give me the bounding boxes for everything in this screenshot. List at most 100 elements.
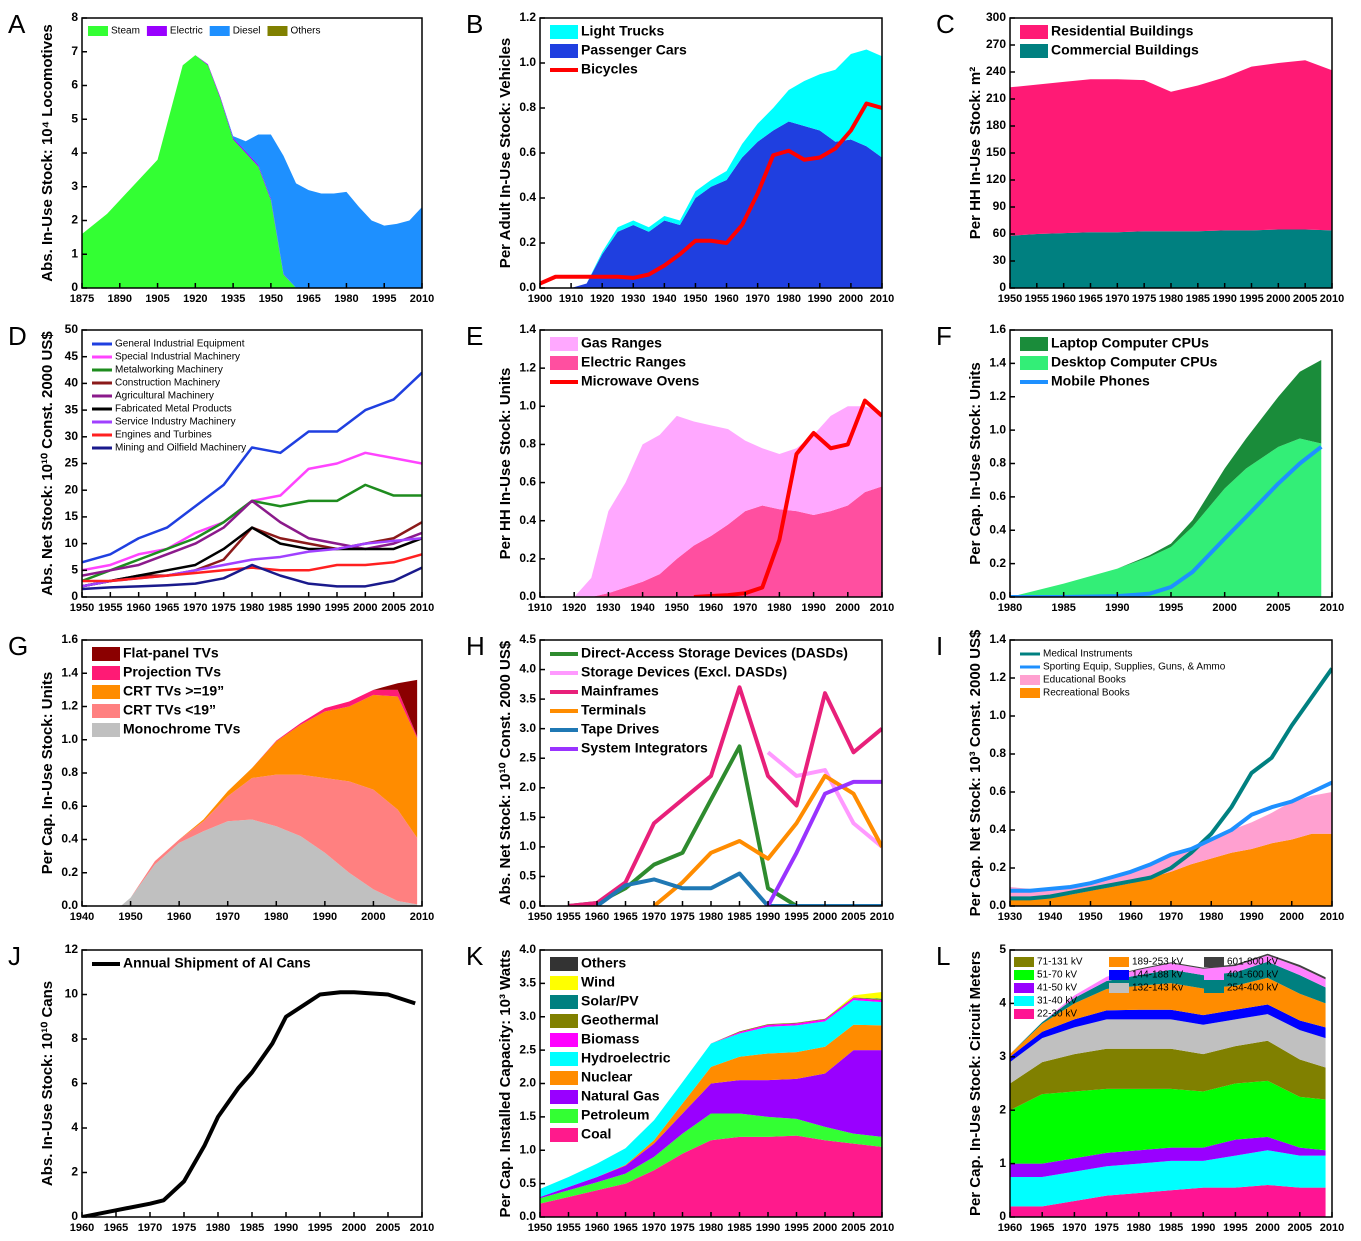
y-tick-label: 3.5 — [519, 691, 536, 705]
legend-label: CRT TVs >=19” — [123, 683, 224, 699]
legend-label: Special Industrial Machinery — [115, 352, 240, 363]
legend-swatch — [92, 666, 120, 680]
x-tick-label: 1950 — [259, 293, 283, 305]
y-tick-label: 210 — [986, 91, 1006, 105]
legend-label: Sporting Equip, Supplies, Guns, & Ammo — [1043, 662, 1226, 673]
y-tick-label: 7 — [71, 44, 78, 58]
area — [1010, 1040, 1326, 1111]
legend-label: 22-30 kV — [1037, 1009, 1077, 1020]
y-tick-label: 10 — [65, 987, 79, 1001]
x-tick-label: 1970 — [215, 911, 239, 923]
y-tick-label: 0.8 — [519, 100, 536, 114]
x-tick-label: 2000 — [813, 911, 837, 923]
x-tick-label: 2010 — [870, 911, 894, 923]
y-tick-label: 5 — [71, 111, 78, 125]
legend: Gas Ranges Electric Ranges Microwave Ovens — [550, 335, 699, 389]
panel-letter: L — [936, 941, 950, 971]
legend-swatch — [550, 44, 578, 58]
y-tick-label: 2.0 — [519, 780, 536, 794]
y-tick-label: 10 — [65, 536, 79, 550]
legend-label: Storage Devices (Excl. DASDs) — [581, 664, 787, 680]
x-tick-label: 1965 — [613, 911, 637, 923]
x-tick-label: 1995 — [1159, 602, 1183, 614]
y-tick-label: 150 — [986, 145, 1006, 159]
plot-area — [1010, 667, 1332, 906]
legend-label: Mining and Oilfield Machinery — [115, 443, 246, 454]
legend-label: General Industrial Equipment — [115, 339, 245, 350]
legend-swatch — [1014, 970, 1034, 980]
y-axis-label: Per Cap. In-Use Stock: Units — [967, 362, 984, 565]
x-tick-label: 2005 — [1266, 602, 1290, 614]
x-tick-label: 2000 — [361, 911, 385, 923]
panel-background — [82, 330, 422, 597]
legend-label: Mainframes — [581, 683, 659, 699]
legend: Annual Shipment of Al Cans — [92, 955, 311, 971]
panel-letter: G — [8, 631, 28, 661]
area — [1010, 438, 1322, 597]
y-axis-label: Per Cap. In-Use Stock: Units — [39, 672, 56, 875]
x-tick-label: 1995 — [325, 602, 349, 614]
legend-label: Others — [581, 955, 626, 971]
legend-swatch — [550, 1033, 578, 1047]
x-tick-label: 1990 — [313, 911, 337, 923]
legend-label: 51-70 kV — [1037, 970, 1077, 981]
legend-label: Geothermal — [581, 1012, 659, 1028]
x-tick-label: 1965 — [104, 1222, 128, 1234]
y-tick-label: 0.2 — [519, 551, 536, 565]
plot-area — [1010, 953, 1326, 1217]
y-tick-label: 2 — [999, 1102, 1006, 1116]
x-tick-label: 1975 — [211, 602, 235, 614]
legend-label: System Integrators — [581, 740, 708, 756]
y-tick-label: 0.2 — [61, 865, 78, 879]
x-tick-label: 2005 — [841, 911, 865, 923]
legend-swatch — [92, 723, 120, 737]
area — [82, 55, 422, 288]
legend-swatch — [550, 1128, 578, 1142]
x-tick-label: 1990 — [296, 602, 320, 614]
x-tick-label: 1920 — [590, 293, 614, 305]
x-tick-label: 2010 — [410, 911, 434, 923]
area — [1010, 1014, 1326, 1084]
x-tick-label: 2005 — [376, 1222, 400, 1234]
y-tick-label: 3.0 — [519, 721, 536, 735]
x-tick-label: 1910 — [528, 602, 552, 614]
x-tick-label: 1995 — [784, 1222, 808, 1234]
y-tick-label: 1 — [999, 1156, 1006, 1170]
line — [568, 685, 882, 906]
legend-label: Medical Instruments — [1043, 649, 1132, 660]
x-tick-label: 1965 — [613, 1222, 637, 1234]
x-tick-label: 1980 — [264, 911, 288, 923]
y-tick-label: 1.5 — [519, 810, 536, 824]
legend-label: Agricultural Machinery — [115, 391, 214, 402]
x-tick-label: 2000 — [836, 602, 860, 614]
area — [1010, 955, 1326, 1055]
legend-label: Monochrome TVs — [123, 721, 241, 737]
x-tick-label: 2010 — [870, 1222, 894, 1234]
x-tick-label: 1990 — [756, 911, 780, 923]
panel: 0.0 0.2 0.4 0.6 0.8 1.0 1.2 1.4 1.6 1940 1950 1960 1… — [8, 631, 434, 923]
y-tick-label: 30 — [993, 253, 1007, 267]
y-tick-label: 1.0 — [519, 55, 536, 69]
legend-label: Gas Ranges — [581, 335, 662, 351]
x-tick-label: 1965 — [155, 602, 179, 614]
legend-label: Fabricated Metal Products — [115, 404, 232, 415]
y-tick-label: 0 — [71, 1209, 78, 1223]
y-tick-label: 15 — [65, 509, 79, 523]
area — [120, 819, 418, 906]
legend-label: 31-40 kV — [1037, 996, 1077, 1007]
y-axis-label: Per HH In-Use Stock: Units — [497, 368, 514, 560]
line — [595, 871, 882, 906]
plot-area — [540, 398, 882, 597]
y-tick-label: 1.0 — [61, 732, 78, 746]
legend-label: Terminals — [581, 702, 646, 718]
y-tick-label: 1.0 — [989, 708, 1006, 722]
x-tick-label: 1970 — [1159, 911, 1183, 923]
y-tick-label: 90 — [993, 199, 1007, 213]
x-tick-label: 1950 — [118, 911, 142, 923]
x-tick-label: 1995 — [784, 911, 808, 923]
y-tick-label: 180 — [986, 118, 1006, 132]
legend-label: 71-131 kV — [1037, 957, 1083, 968]
x-tick-label: 1960 — [167, 911, 191, 923]
panel-letter: I — [936, 631, 943, 661]
y-tick-label: 50 — [65, 322, 79, 336]
